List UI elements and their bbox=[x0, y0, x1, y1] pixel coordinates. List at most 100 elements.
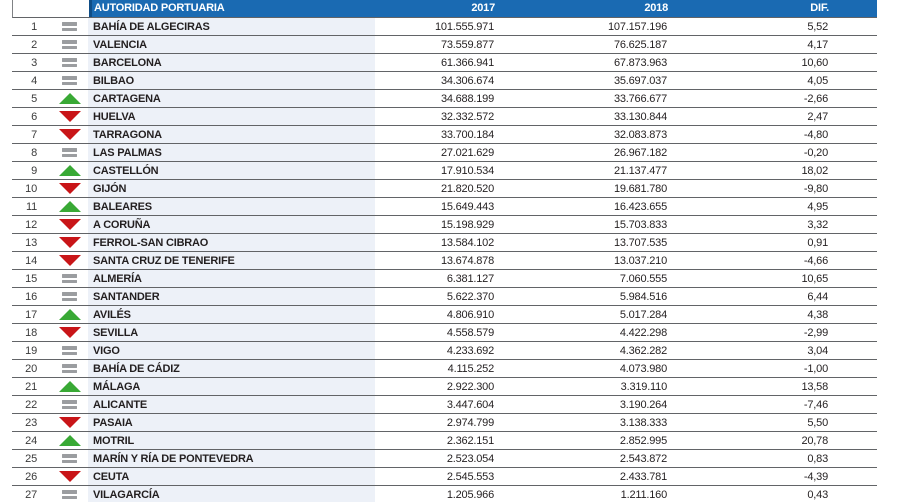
value-2018: 3.319.110 bbox=[620, 380, 668, 393]
equal-icon bbox=[62, 274, 77, 283]
value-2018: 33.130.844 bbox=[613, 110, 667, 123]
rank-label: 27 bbox=[25, 488, 37, 501]
arrow-down-icon bbox=[58, 327, 81, 338]
port-name-label: FERROL-SAN CIBRAO bbox=[88, 234, 375, 251]
rank-label: 1 bbox=[31, 20, 37, 33]
value-dif: 0,91 bbox=[807, 236, 828, 249]
value-dif: 10,60 bbox=[801, 56, 828, 69]
value-dif: 0,43 bbox=[807, 488, 828, 501]
value-2017: 4.115.252 bbox=[447, 362, 495, 375]
trend-cell bbox=[45, 237, 88, 248]
port-name-label: ALICANTE bbox=[88, 396, 375, 413]
value-2017: 2.545.553 bbox=[446, 470, 494, 483]
rank-label: 6 bbox=[31, 110, 37, 123]
table-row: 25 MARÍN Y RÍA DE PONTEVEDRA 2.523.054 2… bbox=[12, 450, 877, 468]
arrow-down-icon bbox=[58, 237, 81, 248]
table-row: 21 MÁLAGA 2.922.300 3.319.110 13,58 bbox=[12, 378, 877, 396]
port-name-label: MARÍN Y RÍA DE PONTEVEDRA bbox=[88, 450, 375, 467]
rank-label: 7 bbox=[31, 128, 37, 141]
table-row: 3 BARCELONA 61.366.941 67.873.963 10,60 bbox=[12, 54, 877, 72]
equal-icon bbox=[62, 364, 77, 373]
trend-cell bbox=[45, 454, 88, 463]
value-dif: 4,05 bbox=[807, 74, 828, 87]
trend-cell bbox=[45, 471, 88, 482]
value-2018: 2.852.995 bbox=[619, 434, 667, 447]
port-name-label: CEUTA bbox=[88, 468, 375, 485]
table-row: 8 LAS PALMAS 27.021.629 26.967.182 -0,20 bbox=[12, 144, 877, 162]
value-2017: 33.700.184 bbox=[440, 128, 494, 141]
value-dif: 2,47 bbox=[807, 110, 828, 123]
table-row: 18 SEVILLA 4.558.579 4.422.298 -2,99 bbox=[12, 324, 877, 342]
header-2018: 2018 bbox=[644, 2, 668, 14]
arrow-down-icon bbox=[58, 255, 81, 266]
value-dif: -9,80 bbox=[803, 182, 828, 195]
rank-label: 24 bbox=[25, 434, 37, 447]
table-row: 2 VALENCIA 73.559.877 76.625.187 4,17 bbox=[12, 36, 877, 54]
port-name-label: LAS PALMAS bbox=[88, 144, 375, 161]
value-dif: -2,66 bbox=[803, 92, 828, 105]
arrow-up-icon bbox=[58, 165, 81, 176]
value-2018: 7.060.555 bbox=[619, 272, 667, 285]
trend-cell bbox=[45, 364, 88, 373]
arrow-up-icon bbox=[58, 93, 81, 104]
table-row: 22 ALICANTE 3.447.604 3.190.264 -7,46 bbox=[12, 396, 877, 414]
value-2018: 26.967.182 bbox=[613, 146, 667, 159]
port-name-label: ALMERÍA bbox=[88, 270, 375, 287]
trend-cell bbox=[45, 111, 88, 122]
rank-label: 5 bbox=[31, 92, 37, 105]
port-name-label: SEVILLA bbox=[88, 324, 375, 341]
port-name-label: MOTRIL bbox=[88, 432, 375, 449]
value-2017: 13.584.102 bbox=[440, 236, 494, 249]
value-dif: -4,39 bbox=[803, 470, 828, 483]
rank-label: 2 bbox=[31, 38, 37, 51]
equal-icon bbox=[62, 22, 77, 31]
value-2018: 1.211.160 bbox=[620, 488, 668, 501]
header-2017: 2017 bbox=[471, 2, 495, 14]
table-row: 6 HUELVA 32.332.572 33.130.844 2,47 bbox=[12, 108, 877, 126]
trend-cell bbox=[45, 490, 88, 499]
value-2018: 19.681.780 bbox=[613, 182, 667, 195]
rank-label: 10 bbox=[25, 182, 37, 195]
rank-label: 22 bbox=[25, 398, 37, 411]
port-name-label: HUELVA bbox=[88, 108, 375, 125]
port-name-label: CASTELLÓN bbox=[88, 162, 375, 179]
trend-cell bbox=[45, 93, 88, 104]
trend-cell bbox=[45, 201, 88, 212]
value-2017: 101.555.971 bbox=[435, 20, 494, 33]
value-2017: 73.559.877 bbox=[440, 38, 494, 51]
value-2018: 3.190.264 bbox=[619, 398, 667, 411]
trend-cell bbox=[45, 76, 88, 85]
equal-icon bbox=[62, 490, 77, 499]
table-body: 1 BAHÍA DE ALGECIRAS 101.555.971 107.157… bbox=[12, 18, 877, 502]
trend-cell bbox=[45, 346, 88, 355]
value-2018: 4.422.298 bbox=[619, 326, 667, 339]
arrow-down-icon bbox=[58, 219, 81, 230]
table-row: 23 PASAIA 2.974.799 3.138.333 5,50 bbox=[12, 414, 877, 432]
trend-cell bbox=[45, 400, 88, 409]
rank-label: 8 bbox=[31, 146, 37, 159]
value-2017: 2.523.054 bbox=[446, 452, 494, 465]
table-row: 13 FERROL-SAN CIBRAO 13.584.102 13.707.5… bbox=[12, 234, 877, 252]
equal-icon bbox=[62, 400, 77, 409]
rank-label: 20 bbox=[25, 362, 37, 375]
trend-cell bbox=[45, 309, 88, 320]
trend-cell bbox=[45, 165, 88, 176]
equal-icon bbox=[62, 292, 77, 301]
table-row: 27 VILAGARCÍA 1.205.966 1.211.160 0,43 bbox=[12, 486, 877, 502]
port-name-label: VALENCIA bbox=[88, 36, 375, 53]
equal-icon bbox=[62, 58, 77, 67]
arrow-down-icon bbox=[58, 417, 81, 428]
header-dif: DIF. bbox=[810, 2, 829, 14]
value-dif: 6,44 bbox=[807, 290, 828, 303]
arrow-down-icon bbox=[58, 129, 81, 140]
trend-cell bbox=[45, 435, 88, 446]
value-2018: 3.138.333 bbox=[619, 416, 667, 429]
value-dif: 4,38 bbox=[807, 308, 828, 321]
rank-label: 14 bbox=[25, 254, 37, 267]
value-dif: 5,52 bbox=[807, 20, 828, 33]
value-dif: 3,04 bbox=[807, 344, 828, 357]
rank-label: 15 bbox=[25, 272, 37, 285]
trend-cell bbox=[45, 274, 88, 283]
trend-cell bbox=[45, 40, 88, 49]
table-row: 24 MOTRIL 2.362.151 2.852.995 20,78 bbox=[12, 432, 877, 450]
